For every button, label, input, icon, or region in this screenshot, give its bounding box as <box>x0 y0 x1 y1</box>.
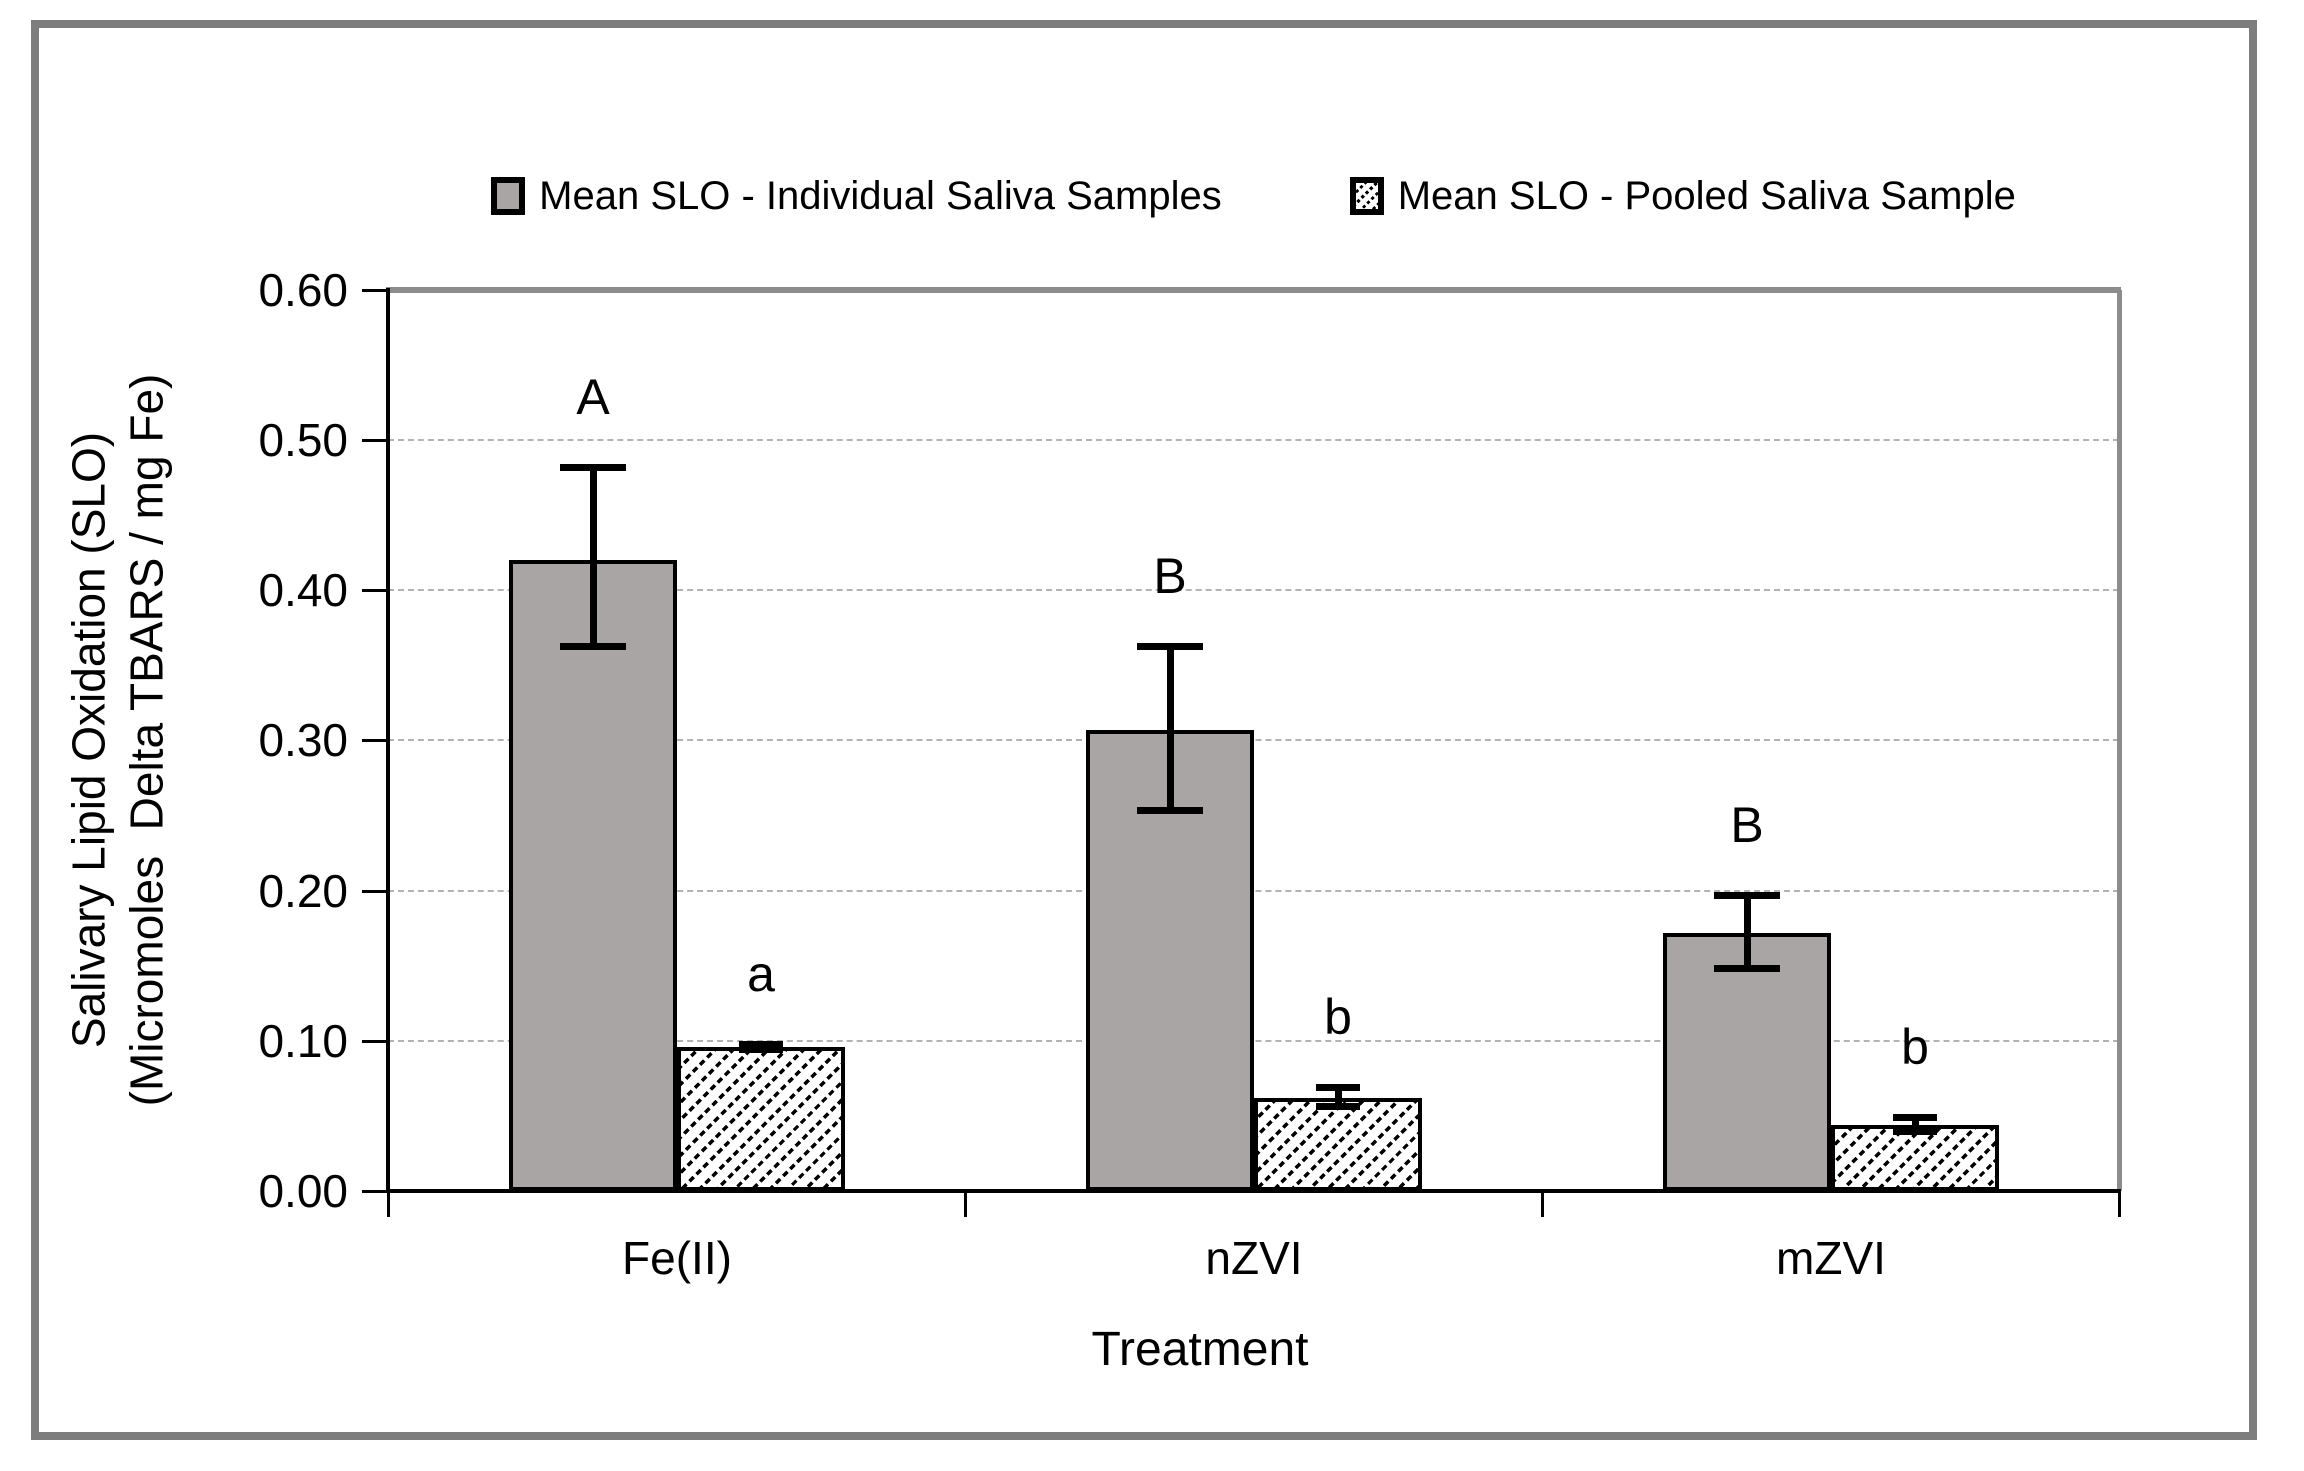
plot-border-right <box>2117 290 2122 1191</box>
error-bar-cap-bottom <box>560 643 626 650</box>
error-bar-cap-top <box>560 464 626 471</box>
significance-letter: a <box>747 946 775 1002</box>
y-tick-label: 0.20 <box>258 865 348 917</box>
x-axis-tick <box>1541 1193 1544 1217</box>
error-bar-cap-top <box>1316 1084 1360 1091</box>
error-bar-cap-bottom <box>739 1046 783 1053</box>
legend-marker-solid-gray <box>491 177 526 215</box>
significance-letter: b <box>1324 989 1352 1045</box>
y-axis-tick <box>362 589 388 592</box>
plot-border-top <box>386 287 2121 293</box>
x-axis-tick <box>2118 1193 2121 1217</box>
y-axis-title-line2: (Micromoles Delta TBARS / mg Fe) <box>120 373 172 1107</box>
x-category-label: nZVI <box>1205 1232 1303 1284</box>
error-bar-line <box>1335 1084 1342 1110</box>
x-category-label: Fe(II) <box>622 1232 732 1284</box>
error-bar-cap-top <box>739 1041 783 1048</box>
y-axis-tick <box>362 1190 388 1193</box>
significance-letter: A <box>576 369 610 425</box>
y-axis-tick <box>362 890 388 893</box>
x-axis-line <box>386 1189 2121 1193</box>
legend-label-pooled: Mean SLO - Pooled Saliva Sample <box>1397 174 2016 218</box>
error-bar-cap-top <box>1893 1114 1937 1121</box>
y-axis-title: Salivary Lipid Oxidation (SLO) (Micromole… <box>61 374 176 1107</box>
bar <box>1254 1098 1422 1191</box>
error-bar-line <box>1744 892 1751 972</box>
significance-letter: B <box>1153 548 1187 604</box>
y-axis-title-line1: Salivary Lipid Oxidation (SLO) <box>62 431 115 1049</box>
significance-letter: B <box>1730 797 1764 853</box>
error-bar-cap-top <box>1714 892 1780 899</box>
y-tick-label: 0.30 <box>258 714 348 766</box>
y-axis-tick <box>362 289 388 292</box>
gridline <box>388 439 2119 441</box>
legend: Mean SLO - Individual Saliva Samples Mea… <box>388 162 2119 230</box>
y-tick-label: 0.10 <box>258 1015 348 1067</box>
x-axis-title: Treatment <box>1091 1323 1309 1376</box>
error-bar-cap-bottom <box>1714 965 1780 972</box>
y-tick-label: 0.50 <box>258 414 348 466</box>
error-bar-cap-bottom <box>1893 1128 1937 1135</box>
error-bar-line <box>590 464 597 650</box>
y-tick-label: 0.40 <box>258 564 348 616</box>
y-axis-tick <box>362 1040 388 1043</box>
bar <box>677 1047 845 1191</box>
y-tick-label: 0.60 <box>258 264 348 316</box>
y-axis-tick <box>362 739 388 742</box>
error-bar-cap-bottom <box>1137 807 1203 814</box>
error-bar-cap-top <box>1137 643 1203 650</box>
bar <box>509 560 677 1191</box>
x-axis-tick <box>387 1193 390 1217</box>
legend-entry-individual: Mean SLO - Individual Saliva Samples <box>491 176 1222 216</box>
x-axis-tick <box>964 1193 967 1217</box>
outer-frame <box>31 20 2257 1440</box>
legend-entry-pooled: Mean SLO - Pooled Saliva Sample <box>1349 174 2016 218</box>
significance-letter: b <box>1901 1019 1929 1075</box>
y-axis-tick <box>362 439 388 442</box>
error-bar-line <box>1912 1114 1919 1135</box>
gridline <box>388 589 2119 591</box>
error-bar-line <box>1167 643 1174 814</box>
legend-label-individual: Mean SLO - Individual Saliva Samples <box>539 174 1222 218</box>
x-category-label: mZVI <box>1776 1232 1886 1284</box>
error-bar-cap-bottom <box>1316 1103 1360 1110</box>
bar <box>1663 933 1831 1191</box>
y-axis-line <box>386 288 390 1193</box>
y-tick-label: 0.00 <box>258 1165 348 1217</box>
legend-marker-hatched <box>1349 177 1384 215</box>
